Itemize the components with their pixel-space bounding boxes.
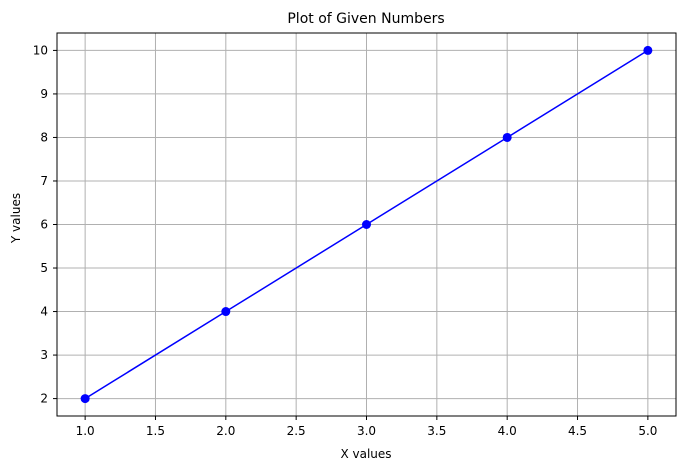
data-point (362, 220, 371, 229)
y-tick-label: 9 (40, 87, 48, 101)
x-tick-label: 4.5 (568, 424, 587, 438)
data-point (643, 45, 653, 55)
y-tick-label: 5 (40, 261, 48, 275)
y-tick-label: 6 (40, 218, 48, 232)
y-tick-label: 10 (33, 43, 48, 57)
y-tick-label: 7 (40, 174, 48, 188)
x-tick-label: 1.5 (146, 424, 165, 438)
y-tick-label: 2 (40, 392, 48, 406)
series-layer (80, 45, 653, 404)
x-tick-label: 3.5 (427, 424, 446, 438)
x-tick-label: 1.0 (76, 424, 95, 438)
y-tick-label: 4 (40, 305, 48, 319)
data-point (502, 132, 512, 142)
x-axis-ticks: 1.0 1.5 2.0 2.5 3.0 3.5 4.0 4.5 5.0 (76, 416, 657, 438)
x-tick-label: 2.5 (287, 424, 306, 438)
x-tick-label: 5.0 (638, 424, 657, 438)
chart-title: Plot of Given Numbers (287, 11, 444, 27)
x-tick-label: 3.0 (357, 424, 376, 438)
y-tick-label: 8 (40, 130, 48, 144)
x-tick-label: 2.0 (216, 424, 235, 438)
x-axis-label: X values (340, 447, 391, 461)
y-axis-label: Y values (9, 193, 23, 244)
data-point (221, 307, 231, 317)
y-axis-ticks: 2 3 4 5 6 7 8 9 10 (33, 43, 57, 406)
x-tick-label: 4.0 (498, 424, 517, 438)
y-tick-label: 3 (40, 348, 48, 362)
data-point (80, 394, 90, 404)
